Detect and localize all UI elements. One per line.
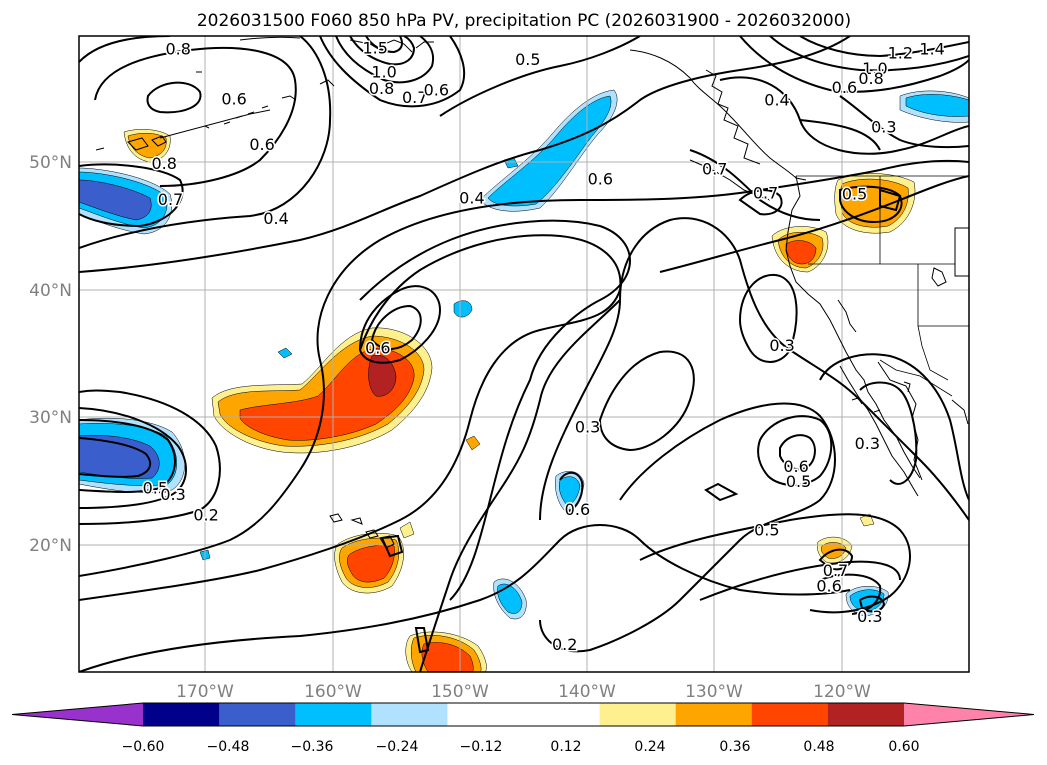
colorbar-segment (219, 703, 296, 726)
contour-label: 0.8 (858, 69, 883, 88)
contour-label: 0.5 (786, 472, 811, 491)
colorbar-segment (599, 703, 677, 726)
contour-label: 0.3 (857, 607, 882, 626)
contour-label: 0.5 (143, 479, 168, 498)
contour-label: 0.5 (515, 50, 540, 69)
contour-label: 1.2 (888, 44, 913, 63)
contour-label: 0.6 (588, 170, 613, 189)
colorbar-ticks: −0.60 −0.48 −0.36 −0.24 −0.12 0.12 0.24 … (122, 739, 920, 755)
contour-label: 0.3 (769, 336, 794, 355)
colorbar-extend-high (904, 703, 1034, 726)
contour-label: 0.4 (764, 91, 789, 110)
colorbar-segment (447, 703, 601, 726)
colorbar-tick-label: −0.12 (460, 739, 503, 755)
contour-label: 1.4 (919, 40, 944, 59)
contour-label: 1.0 (862, 59, 887, 78)
contour-label: 0.6 (816, 577, 841, 596)
contour-label: 0.3 (575, 418, 600, 437)
graticule (79, 36, 969, 672)
lat-tick-label: 30°N (29, 408, 72, 428)
contour-label: 1.5 (362, 38, 387, 57)
contour-label: 0.7 (823, 561, 848, 580)
colorbar-tick-label: 0.24 (634, 739, 665, 755)
contour-label: 0.8 (369, 79, 394, 98)
lat-ticks: 50°N 40°N 30°N 20°N (29, 153, 72, 556)
contour-label: 0.6 (783, 457, 808, 476)
colorbar-segment (371, 703, 448, 726)
contour-label: 0.3 (160, 485, 185, 504)
lon-tick-label: 170°W (176, 682, 234, 702)
colorbar-tick-label: −0.36 (291, 739, 334, 755)
lon-tick-label: 120°W (813, 682, 871, 702)
contour-label: 0.5 (754, 521, 779, 540)
contour-label: 0.7 (753, 184, 778, 203)
contour-label: 1.0 (371, 63, 396, 82)
contour-label: 0.2 (552, 635, 577, 654)
contour-label: 0.6 (565, 500, 590, 519)
contour-label: 0.8 (151, 154, 176, 173)
pv-contours (79, 36, 969, 672)
colorbar-tick-label: −0.60 (122, 739, 165, 755)
contour-labels: 0.80.60.60.80.70.41.51.00.8 0.70.60.50.40… (141, 37, 946, 656)
contour-label: 0.6 (221, 89, 246, 108)
colorbar-segment (675, 703, 753, 726)
contour-label: 0.3 (855, 434, 880, 453)
contour-label: 0.7 (702, 159, 727, 178)
colorbar-segment (827, 703, 905, 726)
colorbar-tick-label: 0.12 (550, 739, 581, 755)
contour-label: 0.7 (158, 190, 183, 209)
contour-label: 0.6 (365, 339, 390, 358)
contour-label: 0.4 (459, 189, 484, 208)
lat-tick-label: 50°N (29, 153, 72, 173)
lon-tick-label: 130°W (685, 682, 743, 702)
colorbar-tick-label: −0.48 (207, 739, 250, 755)
colorbar-outline (11, 702, 1035, 727)
colorbar-tick-label: −0.24 (376, 739, 419, 755)
map-frame (78, 35, 970, 673)
contour-label: 0.6 (832, 78, 857, 97)
colorbar (11, 702, 1035, 727)
contour-label: 0.3 (871, 117, 896, 136)
map-area: 0.80.60.60.80.70.41.51.00.8 0.70.60.50.40… (79, 36, 969, 672)
contour-label: 0.6 (424, 80, 449, 99)
lon-tick-label: 140°W (558, 682, 616, 702)
lat-tick-label: 40°N (29, 281, 72, 301)
contour-label: 0.4 (263, 209, 288, 228)
colorbar-tick-label: 0.36 (719, 739, 750, 755)
contour-label: 0.6 (249, 135, 274, 154)
lon-tick-label: 150°W (431, 682, 489, 702)
colorbar-tick-label: 0.48 (803, 739, 834, 755)
colorbar-segment (751, 703, 829, 726)
colorbar-extend-low (12, 703, 143, 726)
coastlines (95, 36, 969, 549)
chart-title: 2026031500 F060 850 hPa PV, precipitatio… (197, 11, 851, 31)
precip-negative-regions (79, 89, 969, 620)
contour-label: 0.5 (842, 185, 867, 204)
colorbar-tick-label: 0.60 (888, 739, 919, 755)
contour-label: 0.2 (193, 505, 218, 524)
lon-tick-label: 160°W (304, 682, 362, 702)
colorbar-segment (143, 703, 220, 726)
lon-ticks: 170°W 160°W 150°W 140°W 130°W 120°W (176, 682, 871, 702)
colorbar-segment (295, 703, 372, 726)
lat-tick-label: 20°N (29, 536, 72, 556)
contour-label: 0.8 (165, 40, 190, 59)
contour-label: 0.7 (402, 88, 427, 107)
